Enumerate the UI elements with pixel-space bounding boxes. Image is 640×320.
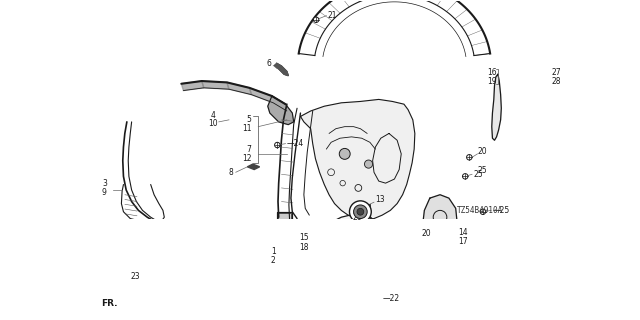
Text: 25: 25 bbox=[477, 166, 487, 175]
Circle shape bbox=[357, 208, 364, 215]
Polygon shape bbox=[227, 82, 252, 95]
Text: 20: 20 bbox=[422, 229, 431, 238]
Text: —22: —22 bbox=[382, 294, 399, 303]
Polygon shape bbox=[520, 72, 528, 142]
Polygon shape bbox=[314, 213, 381, 288]
Text: 12: 12 bbox=[242, 154, 252, 163]
Polygon shape bbox=[250, 88, 273, 103]
Circle shape bbox=[148, 278, 154, 284]
Text: 28: 28 bbox=[551, 76, 561, 85]
Circle shape bbox=[371, 295, 376, 301]
Circle shape bbox=[463, 174, 468, 179]
Circle shape bbox=[339, 148, 350, 159]
Polygon shape bbox=[202, 81, 229, 89]
Text: 20: 20 bbox=[477, 147, 487, 156]
Circle shape bbox=[480, 209, 486, 214]
Text: 23: 23 bbox=[131, 272, 141, 281]
Text: 3: 3 bbox=[102, 179, 107, 188]
Text: 2: 2 bbox=[271, 256, 276, 265]
Text: —25: —25 bbox=[492, 206, 509, 215]
Circle shape bbox=[353, 205, 367, 219]
Text: 16: 16 bbox=[488, 68, 497, 77]
Text: 11: 11 bbox=[242, 124, 252, 133]
Polygon shape bbox=[492, 74, 501, 140]
Text: 6: 6 bbox=[267, 59, 272, 68]
Polygon shape bbox=[272, 96, 287, 111]
Circle shape bbox=[364, 160, 372, 168]
Text: 9: 9 bbox=[102, 188, 107, 197]
Text: 17: 17 bbox=[458, 237, 468, 246]
Polygon shape bbox=[300, 100, 415, 220]
Text: 13: 13 bbox=[375, 195, 385, 204]
Polygon shape bbox=[181, 81, 204, 91]
Text: 5: 5 bbox=[246, 115, 252, 124]
Text: 21: 21 bbox=[328, 11, 337, 20]
Text: 7: 7 bbox=[246, 145, 252, 154]
Text: 19: 19 bbox=[488, 76, 497, 85]
Text: 25: 25 bbox=[474, 170, 483, 179]
Text: 26: 26 bbox=[352, 213, 362, 222]
Text: FR.: FR. bbox=[102, 299, 118, 308]
Circle shape bbox=[275, 142, 280, 148]
Text: 4: 4 bbox=[211, 111, 216, 120]
Text: TZ54B4910A: TZ54B4910A bbox=[457, 206, 503, 215]
Text: 15: 15 bbox=[299, 233, 308, 242]
Polygon shape bbox=[423, 195, 457, 242]
Text: 10: 10 bbox=[209, 119, 218, 128]
Polygon shape bbox=[275, 63, 288, 76]
Text: 14: 14 bbox=[458, 228, 468, 237]
Text: 1: 1 bbox=[271, 247, 276, 256]
Polygon shape bbox=[248, 164, 260, 170]
Text: 18: 18 bbox=[299, 243, 308, 252]
Text: 8: 8 bbox=[229, 168, 234, 177]
Circle shape bbox=[349, 201, 371, 223]
Text: —24: —24 bbox=[287, 139, 304, 148]
Circle shape bbox=[415, 229, 420, 235]
Circle shape bbox=[467, 155, 472, 160]
Text: 27: 27 bbox=[551, 68, 561, 77]
Polygon shape bbox=[268, 96, 294, 124]
Circle shape bbox=[314, 17, 319, 22]
Polygon shape bbox=[276, 212, 292, 224]
